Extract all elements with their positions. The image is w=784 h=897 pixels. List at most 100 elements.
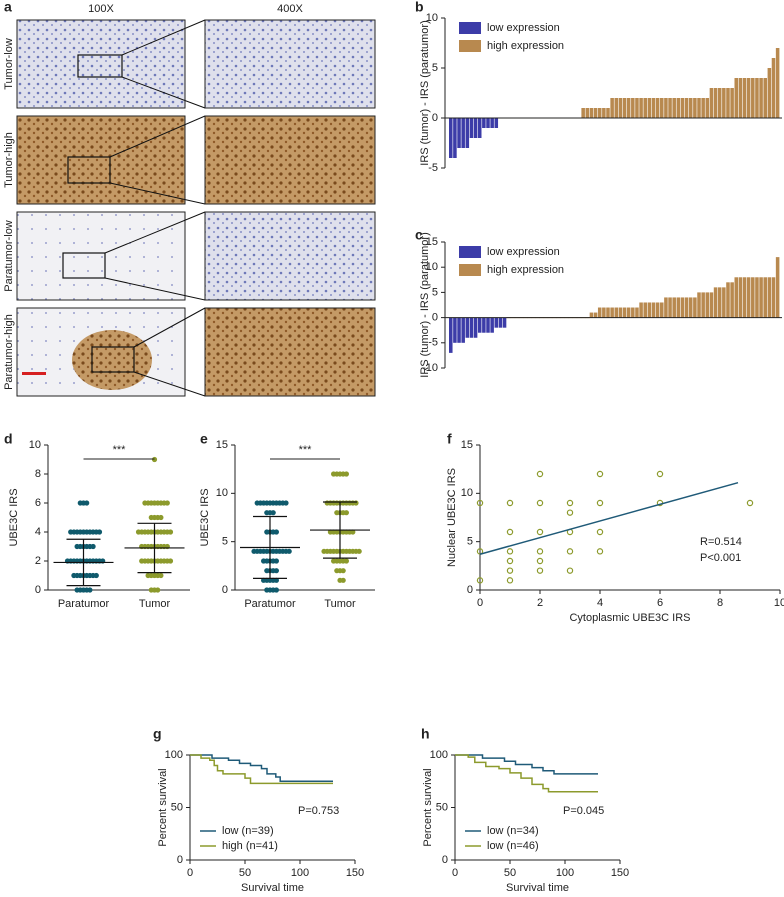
- micrograph-400x: [204, 307, 376, 397]
- data-point: [148, 587, 154, 593]
- bar: [614, 98, 619, 118]
- x-tick-label: Tumor: [324, 598, 356, 610]
- bar: [709, 88, 714, 118]
- bar: [713, 287, 718, 318]
- x-axis-label: Survival time: [241, 882, 304, 894]
- y-tick-label: 5: [432, 62, 438, 74]
- data-point: [536, 557, 544, 565]
- bar: [486, 118, 490, 128]
- bar: [660, 302, 664, 318]
- bar: [647, 302, 652, 318]
- data-point: [74, 543, 80, 550]
- bar: [771, 58, 776, 118]
- x-tick-label: 150: [611, 867, 629, 879]
- bar: [449, 118, 453, 158]
- micrograph-100x: [16, 115, 186, 205]
- data-point: [536, 528, 544, 536]
- bar: [449, 317, 453, 353]
- data-point: [264, 529, 270, 535]
- column-header: 100X: [88, 3, 114, 15]
- sd-whisker: [137, 522, 172, 574]
- bar: [676, 98, 681, 118]
- bar: [473, 118, 478, 138]
- data-point: [596, 548, 604, 555]
- bar: [730, 88, 734, 118]
- x-tick-label: 6: [657, 597, 663, 609]
- y-tick-label: 0: [442, 854, 448, 866]
- scale-bar: [22, 372, 46, 375]
- data-point: [96, 529, 103, 535]
- bar: [602, 307, 606, 318]
- bar: [746, 78, 751, 118]
- bar: [751, 277, 755, 318]
- bar: [482, 118, 486, 128]
- bar: [469, 317, 474, 338]
- bar: [688, 98, 693, 118]
- data-point: [340, 568, 346, 574]
- legend-swatch: [459, 264, 481, 276]
- significance-label: ***: [113, 444, 127, 456]
- data-point: [536, 567, 544, 574]
- data-point: [343, 558, 349, 564]
- bar: [705, 98, 710, 118]
- bar: [498, 317, 503, 328]
- bar: [775, 48, 780, 118]
- panel-letter: g: [153, 726, 162, 742]
- row-label: Tumor-high: [3, 132, 15, 188]
- data-point: [167, 529, 174, 535]
- bar: [742, 277, 747, 318]
- data-point: [334, 568, 340, 574]
- micrograph-100x: [16, 211, 186, 301]
- bar: [660, 98, 664, 118]
- micrograph-400x: [204, 19, 376, 109]
- legend-label: low (n=39): [222, 825, 274, 837]
- x-tick-label: Paratumor: [244, 598, 296, 610]
- x-tick-label: 0: [187, 867, 193, 879]
- y-axis-label: IRS (tumor) - IRS (paratumor): [419, 232, 431, 377]
- bar: [763, 277, 767, 318]
- bar: [705, 292, 710, 318]
- y-tick-label: 10: [29, 439, 41, 451]
- zoom-line: [121, 19, 206, 56]
- data-point: [506, 528, 514, 536]
- legend-swatch: [459, 22, 481, 34]
- data-point: [536, 499, 544, 507]
- x-tick-label: 0: [477, 597, 483, 609]
- bar: [742, 78, 747, 118]
- bar: [651, 98, 656, 118]
- row-label: Tumor-low: [3, 38, 15, 90]
- y-axis-label: UBE3C IRS: [199, 488, 211, 546]
- bar: [651, 302, 656, 318]
- fit-line: [479, 481, 739, 555]
- bar: [465, 317, 470, 338]
- legend-label: low expression: [487, 22, 560, 34]
- bar: [717, 88, 722, 118]
- y-tick-label: 0: [222, 584, 228, 596]
- data-point: [506, 499, 514, 507]
- y-tick-label: -5: [428, 337, 438, 349]
- data-point: [566, 509, 574, 516]
- data-point: [506, 548, 514, 555]
- data-point: [158, 514, 164, 521]
- bar: [680, 297, 685, 318]
- zoom-line: [109, 182, 206, 205]
- y-axis-label: Percent survival: [422, 768, 434, 846]
- bar: [755, 78, 759, 118]
- data-point: [71, 572, 77, 579]
- bar: [726, 88, 730, 118]
- data-point: [261, 558, 267, 564]
- panel-letter: f: [447, 431, 452, 447]
- panel-letter: b: [415, 0, 424, 15]
- bar: [693, 98, 697, 118]
- zoom-line: [109, 115, 206, 158]
- bar: [614, 307, 619, 318]
- data-point: [566, 499, 574, 507]
- bar: [606, 307, 610, 318]
- panel-letter: h: [421, 726, 430, 742]
- row-label: Paratumor-low: [3, 220, 15, 292]
- x-tick-label: 8: [717, 597, 723, 609]
- bar: [494, 118, 499, 128]
- data-point: [139, 558, 145, 564]
- micrograph-100x: [16, 19, 186, 109]
